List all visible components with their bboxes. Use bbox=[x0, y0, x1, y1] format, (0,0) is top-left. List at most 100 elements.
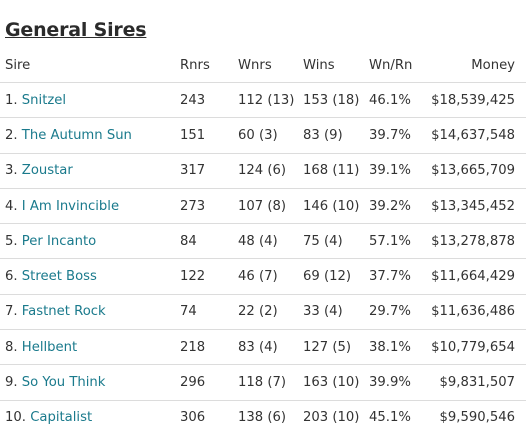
winners-cell: 46 (7) bbox=[238, 258, 303, 295]
money-cell: $10,779,654 bbox=[426, 329, 526, 366]
table-row: 3. Zoustar 317 124 (6) 168 (11) 39.1% $1… bbox=[0, 153, 526, 189]
wins-cell: 127 (5) bbox=[303, 329, 369, 366]
sire-cell: 7. Fastnet Rock bbox=[0, 294, 180, 331]
wins-cell: 75 (4) bbox=[303, 223, 369, 260]
sire-link[interactable]: Capitalist bbox=[30, 410, 93, 426]
sire-link[interactable]: The Autumn Sun bbox=[21, 127, 132, 143]
rank: 5. bbox=[5, 233, 18, 249]
runners-cell: 122 bbox=[180, 258, 238, 295]
winners-cell: 112 (13) bbox=[238, 82, 303, 119]
rank: 2. bbox=[5, 127, 18, 143]
runners-cell: 273 bbox=[180, 188, 238, 225]
rank: 6. bbox=[5, 269, 18, 285]
wins-cell: 168 (11) bbox=[303, 153, 369, 189]
rank: 3. bbox=[5, 163, 18, 179]
runners-cell: 84 bbox=[180, 223, 238, 260]
wins-cell: 69 (12) bbox=[303, 258, 369, 295]
sire-cell: 5. Per Incanto bbox=[0, 223, 180, 260]
sire-link[interactable]: Street Boss bbox=[21, 269, 97, 285]
win-rate-cell: 57.1% bbox=[369, 223, 426, 260]
table-row: 9. So You Think 296 118 (7) 163 (10) 39.… bbox=[0, 364, 526, 401]
runners-cell: 218 bbox=[180, 329, 238, 366]
column-header-wnrs: Wnrs bbox=[238, 48, 303, 83]
winners-cell: 48 (4) bbox=[238, 223, 303, 260]
money-cell: $13,345,452 bbox=[426, 188, 526, 225]
wins-cell: 153 (18) bbox=[303, 82, 369, 119]
runners-cell: 306 bbox=[180, 410, 206, 426]
sire-link[interactable]: So You Think bbox=[21, 375, 106, 391]
money-cell: $13,278,878 bbox=[426, 223, 526, 260]
wins-cell: 203 (10) bbox=[303, 410, 360, 426]
column-header-wnrn: Wn/Rn bbox=[369, 48, 426, 83]
sire-cell: 8. Hellbent bbox=[0, 329, 180, 366]
win-rate-cell: 39.9% bbox=[369, 364, 426, 401]
win-rate-cell: 39.7% bbox=[369, 117, 426, 154]
rank: 1. bbox=[5, 92, 18, 108]
table-row: 10. Capitalist 306 138 (6) 203 (10) 45.1… bbox=[0, 400, 526, 435]
winners-cell: 138 (6) bbox=[238, 410, 287, 426]
money-cell: $9,831,507 bbox=[426, 364, 526, 401]
wins-cell: 146 (10) bbox=[303, 188, 369, 225]
wins-cell: 33 (4) bbox=[303, 294, 369, 331]
table-row: 1. Snitzel 243 112 (13) 153 (18) 46.1% $… bbox=[0, 82, 526, 119]
runners-cell: 317 bbox=[180, 153, 238, 189]
sire-link[interactable]: I Am Invincible bbox=[21, 198, 120, 214]
win-rate-cell: 38.1% bbox=[369, 329, 426, 366]
rank: 4. bbox=[5, 198, 18, 214]
winners-cell: 22 (2) bbox=[238, 294, 303, 331]
table-header-row: Sire Rnrs Wnrs Wins Wn/Rn Money bbox=[0, 48, 526, 83]
runners-cell: 74 bbox=[180, 294, 238, 331]
runners-cell: 296 bbox=[180, 364, 238, 401]
winners-cell: 118 (7) bbox=[238, 364, 303, 401]
sire-cell: 6. Street Boss bbox=[0, 258, 180, 295]
winners-cell: 124 (6) bbox=[238, 153, 303, 189]
wins-cell: 163 (10) bbox=[303, 364, 369, 401]
win-rate-cell: 29.7% bbox=[369, 294, 426, 331]
win-rate-cell: 39.2% bbox=[369, 188, 426, 225]
table-row: 2. The Autumn Sun 151 60 (3) 83 (9) 39.7… bbox=[0, 117, 526, 154]
money-cell: $9,590,546 bbox=[439, 410, 515, 426]
table-row: 4. I Am Invincible 273 107 (8) 146 (10) … bbox=[0, 188, 526, 225]
sires-table: Sire Rnrs Wnrs Wins Wn/Rn Money 1. Snitz… bbox=[0, 48, 526, 435]
rank: 10. bbox=[5, 410, 26, 426]
column-header-wins: Wins bbox=[303, 48, 369, 83]
sire-link[interactable]: Hellbent bbox=[21, 339, 78, 355]
wins-cell: 83 (9) bbox=[303, 117, 369, 154]
column-header-sire: Sire bbox=[0, 48, 180, 83]
sire-cell: 10. Capitalist bbox=[0, 400, 180, 435]
sire-link[interactable]: Zoustar bbox=[21, 163, 73, 179]
rank: 7. bbox=[5, 304, 18, 320]
money-cell: $14,637,548 bbox=[426, 117, 526, 154]
rank: 9. bbox=[5, 375, 18, 391]
table-row: 7. Fastnet Rock 74 22 (2) 33 (4) 29.7% $… bbox=[0, 294, 526, 331]
sire-cell: 4. I Am Invincible bbox=[0, 188, 180, 225]
money-cell: $11,636,486 bbox=[426, 294, 526, 331]
money-cell: $11,664,429 bbox=[426, 258, 526, 295]
winners-cell: 107 (8) bbox=[238, 188, 303, 225]
runners-cell: 151 bbox=[180, 117, 238, 154]
sire-cell: 2. The Autumn Sun bbox=[0, 117, 180, 154]
table-row: 5. Per Incanto 84 48 (4) 75 (4) 57.1% $1… bbox=[0, 223, 526, 260]
win-rate-cell: 45.1% bbox=[369, 410, 411, 426]
sire-cell: 3. Zoustar bbox=[0, 153, 180, 189]
column-header-rnrs: Rnrs bbox=[180, 48, 238, 83]
win-rate-cell: 37.7% bbox=[369, 258, 426, 295]
winners-cell: 83 (4) bbox=[238, 329, 303, 366]
sire-link[interactable]: Fastnet Rock bbox=[21, 304, 106, 320]
sire-link[interactable]: Per Incanto bbox=[21, 233, 97, 249]
runners-cell: 243 bbox=[180, 82, 238, 119]
table-row: 8. Hellbent 218 83 (4) 127 (5) 38.1% $10… bbox=[0, 329, 526, 366]
sire-link[interactable]: Snitzel bbox=[21, 92, 67, 108]
rank: 8. bbox=[5, 339, 18, 355]
page-title: General Sires bbox=[5, 19, 147, 41]
money-cell: $18,539,425 bbox=[426, 82, 526, 119]
money-cell: $13,665,709 bbox=[426, 153, 526, 189]
table-row: 6. Street Boss 122 46 (7) 69 (12) 37.7% … bbox=[0, 258, 526, 295]
column-header-money: Money bbox=[426, 48, 526, 83]
sire-cell: 1. Snitzel bbox=[0, 82, 180, 119]
sire-cell: 9. So You Think bbox=[0, 364, 180, 401]
win-rate-cell: 39.1% bbox=[369, 153, 426, 189]
winners-cell: 60 (3) bbox=[238, 117, 303, 154]
win-rate-cell: 46.1% bbox=[369, 82, 426, 119]
